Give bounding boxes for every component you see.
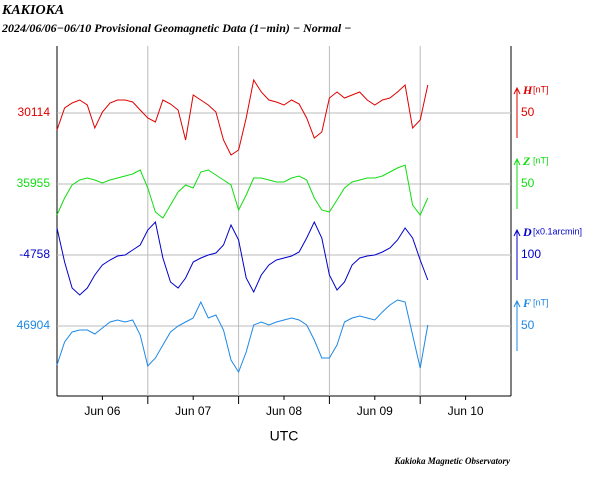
y-tick-label: 30114 [18, 105, 51, 119]
series-line [56, 220, 429, 296]
x-tick-label: Jun 10 [448, 404, 484, 418]
series-unit: [x0.1arcmin] [533, 226, 582, 236]
series-name: Z [522, 154, 531, 168]
footer: Kakioka Magnetic Observatory [394, 456, 511, 466]
series-unit: [nT] [533, 297, 549, 307]
scale-arrow [513, 86, 521, 95]
chart-title: KAKIOKA [1, 3, 64, 18]
y-tick-label: 35955 [17, 176, 51, 190]
series-unit: [nT] [533, 155, 549, 165]
x-tick-label: Jun 07 [175, 404, 211, 418]
scale-arrow [513, 299, 521, 308]
scale-label: 100 [521, 247, 541, 261]
scale-arrow [513, 157, 521, 166]
series-line [56, 164, 429, 219]
y-tick-label: 46904 [17, 318, 51, 332]
series-name: D [522, 225, 532, 239]
scale-arrow [513, 228, 521, 237]
scale-label: 50 [521, 176, 535, 190]
series-name: F [522, 296, 531, 310]
x-tick-label: Jun 08 [266, 404, 302, 418]
series-name: H [522, 83, 533, 97]
series-unit: [nT] [533, 84, 549, 94]
x-tick-label: Jun 09 [357, 404, 393, 418]
scale-label: 50 [521, 318, 535, 332]
series-line [56, 299, 429, 374]
chart-subtitle: 2024/06/06−06/10 Provisional Geomagnetic… [1, 21, 351, 35]
scale-label: 50 [521, 105, 535, 119]
y-tick-label: -4758 [19, 247, 50, 261]
series-line [56, 78, 429, 156]
x-tick-label: Jun 06 [84, 404, 120, 418]
x-axis-label: UTC [270, 428, 299, 444]
